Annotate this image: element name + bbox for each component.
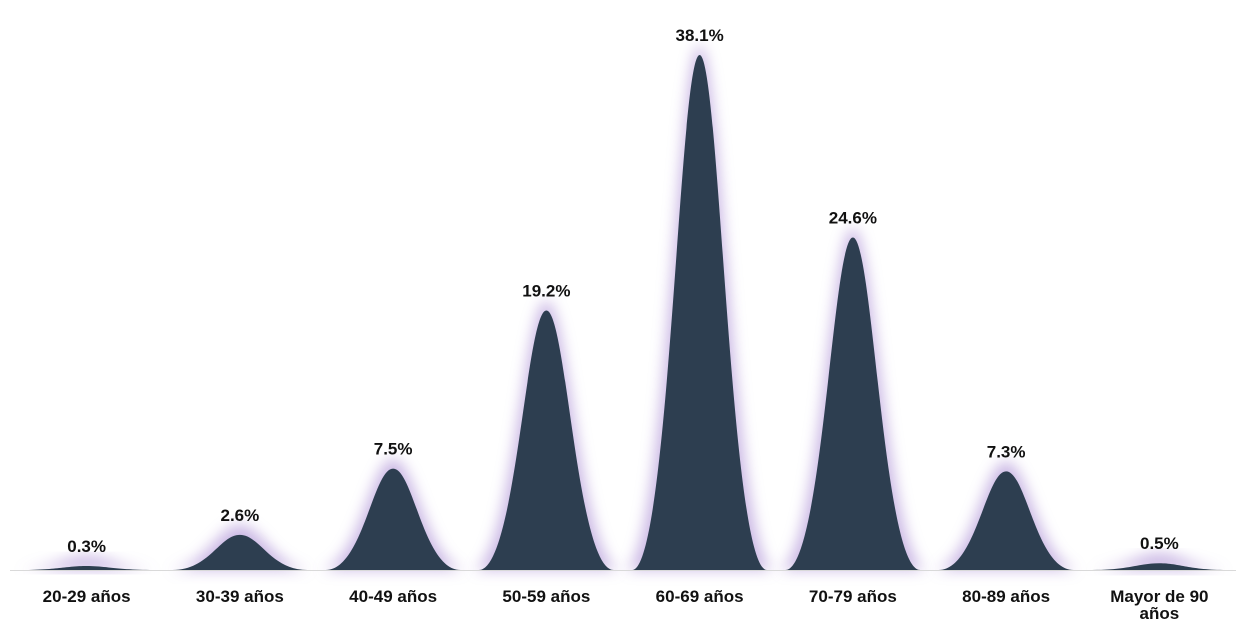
category-label-20-29-anos: 20-29 años xyxy=(43,587,131,606)
category-label-50-59-anos: 50-59 años xyxy=(502,587,590,606)
value-label-layer: 0.3% 2.6% 7.5% 19.2% 38.1% 24.6% 7.3% 0.5% xyxy=(67,26,1179,556)
value-label-70-79-anos: 24.6% xyxy=(829,208,877,227)
peak-glow-layer xyxy=(11,45,1235,570)
category-label-layer: 20-29 años 30-39 años 40-49 años 50-59 años… xyxy=(43,587,1209,623)
value-label-20-29-anos: 0.3% xyxy=(67,537,106,556)
value-label-50-59-anos: 19.2% xyxy=(522,281,570,300)
category-label-30-39-anos: 30-39 años xyxy=(196,587,284,606)
peak-70-79-anos xyxy=(785,237,921,570)
peak-30-39-anos xyxy=(172,534,308,570)
peak-50-59-anos xyxy=(478,310,614,570)
value-label-60-69-anos: 38.1% xyxy=(676,26,724,45)
category-label-80-89-anos: 80-89 años xyxy=(962,587,1050,606)
peak-60-69-anos xyxy=(632,55,768,570)
peak-glow-20-29-anos xyxy=(11,555,163,570)
peak-40-49-anos xyxy=(325,468,461,570)
peak-glow-mayor-de-90-anos xyxy=(1083,553,1235,570)
value-label-30-39-anos: 2.6% xyxy=(221,506,260,525)
category-label-70-79-anos: 70-79 años xyxy=(809,587,897,606)
value-label-40-49-anos: 7.5% xyxy=(374,440,413,459)
category-label-40-49-anos: 40-49 años xyxy=(349,587,437,606)
value-label-mayor-de-90-anos: 0.5% xyxy=(1140,534,1179,553)
peak-80-89-anos xyxy=(938,471,1074,570)
category-label-mayor-de-90-anos: Mayor de 90 años xyxy=(1110,587,1208,623)
peak-20-29-anos xyxy=(19,565,155,570)
peak-layer xyxy=(19,55,1227,570)
category-label-60-69-anos: 60-69 años xyxy=(656,587,744,606)
peak-mayor-de-90-anos xyxy=(1091,563,1227,570)
value-label-80-89-anos: 7.3% xyxy=(987,442,1026,461)
